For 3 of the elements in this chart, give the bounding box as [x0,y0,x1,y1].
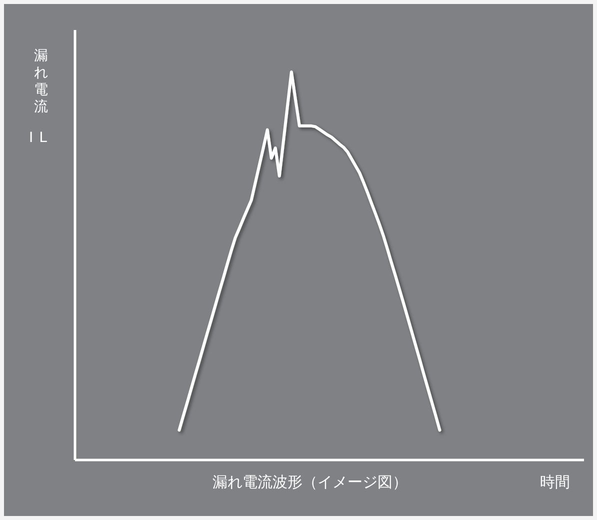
text: 時間 [540,473,570,491]
text: 漏れ電流 IL [29,48,53,146]
text: 漏れ電流波形（イメージ図） [212,473,408,491]
